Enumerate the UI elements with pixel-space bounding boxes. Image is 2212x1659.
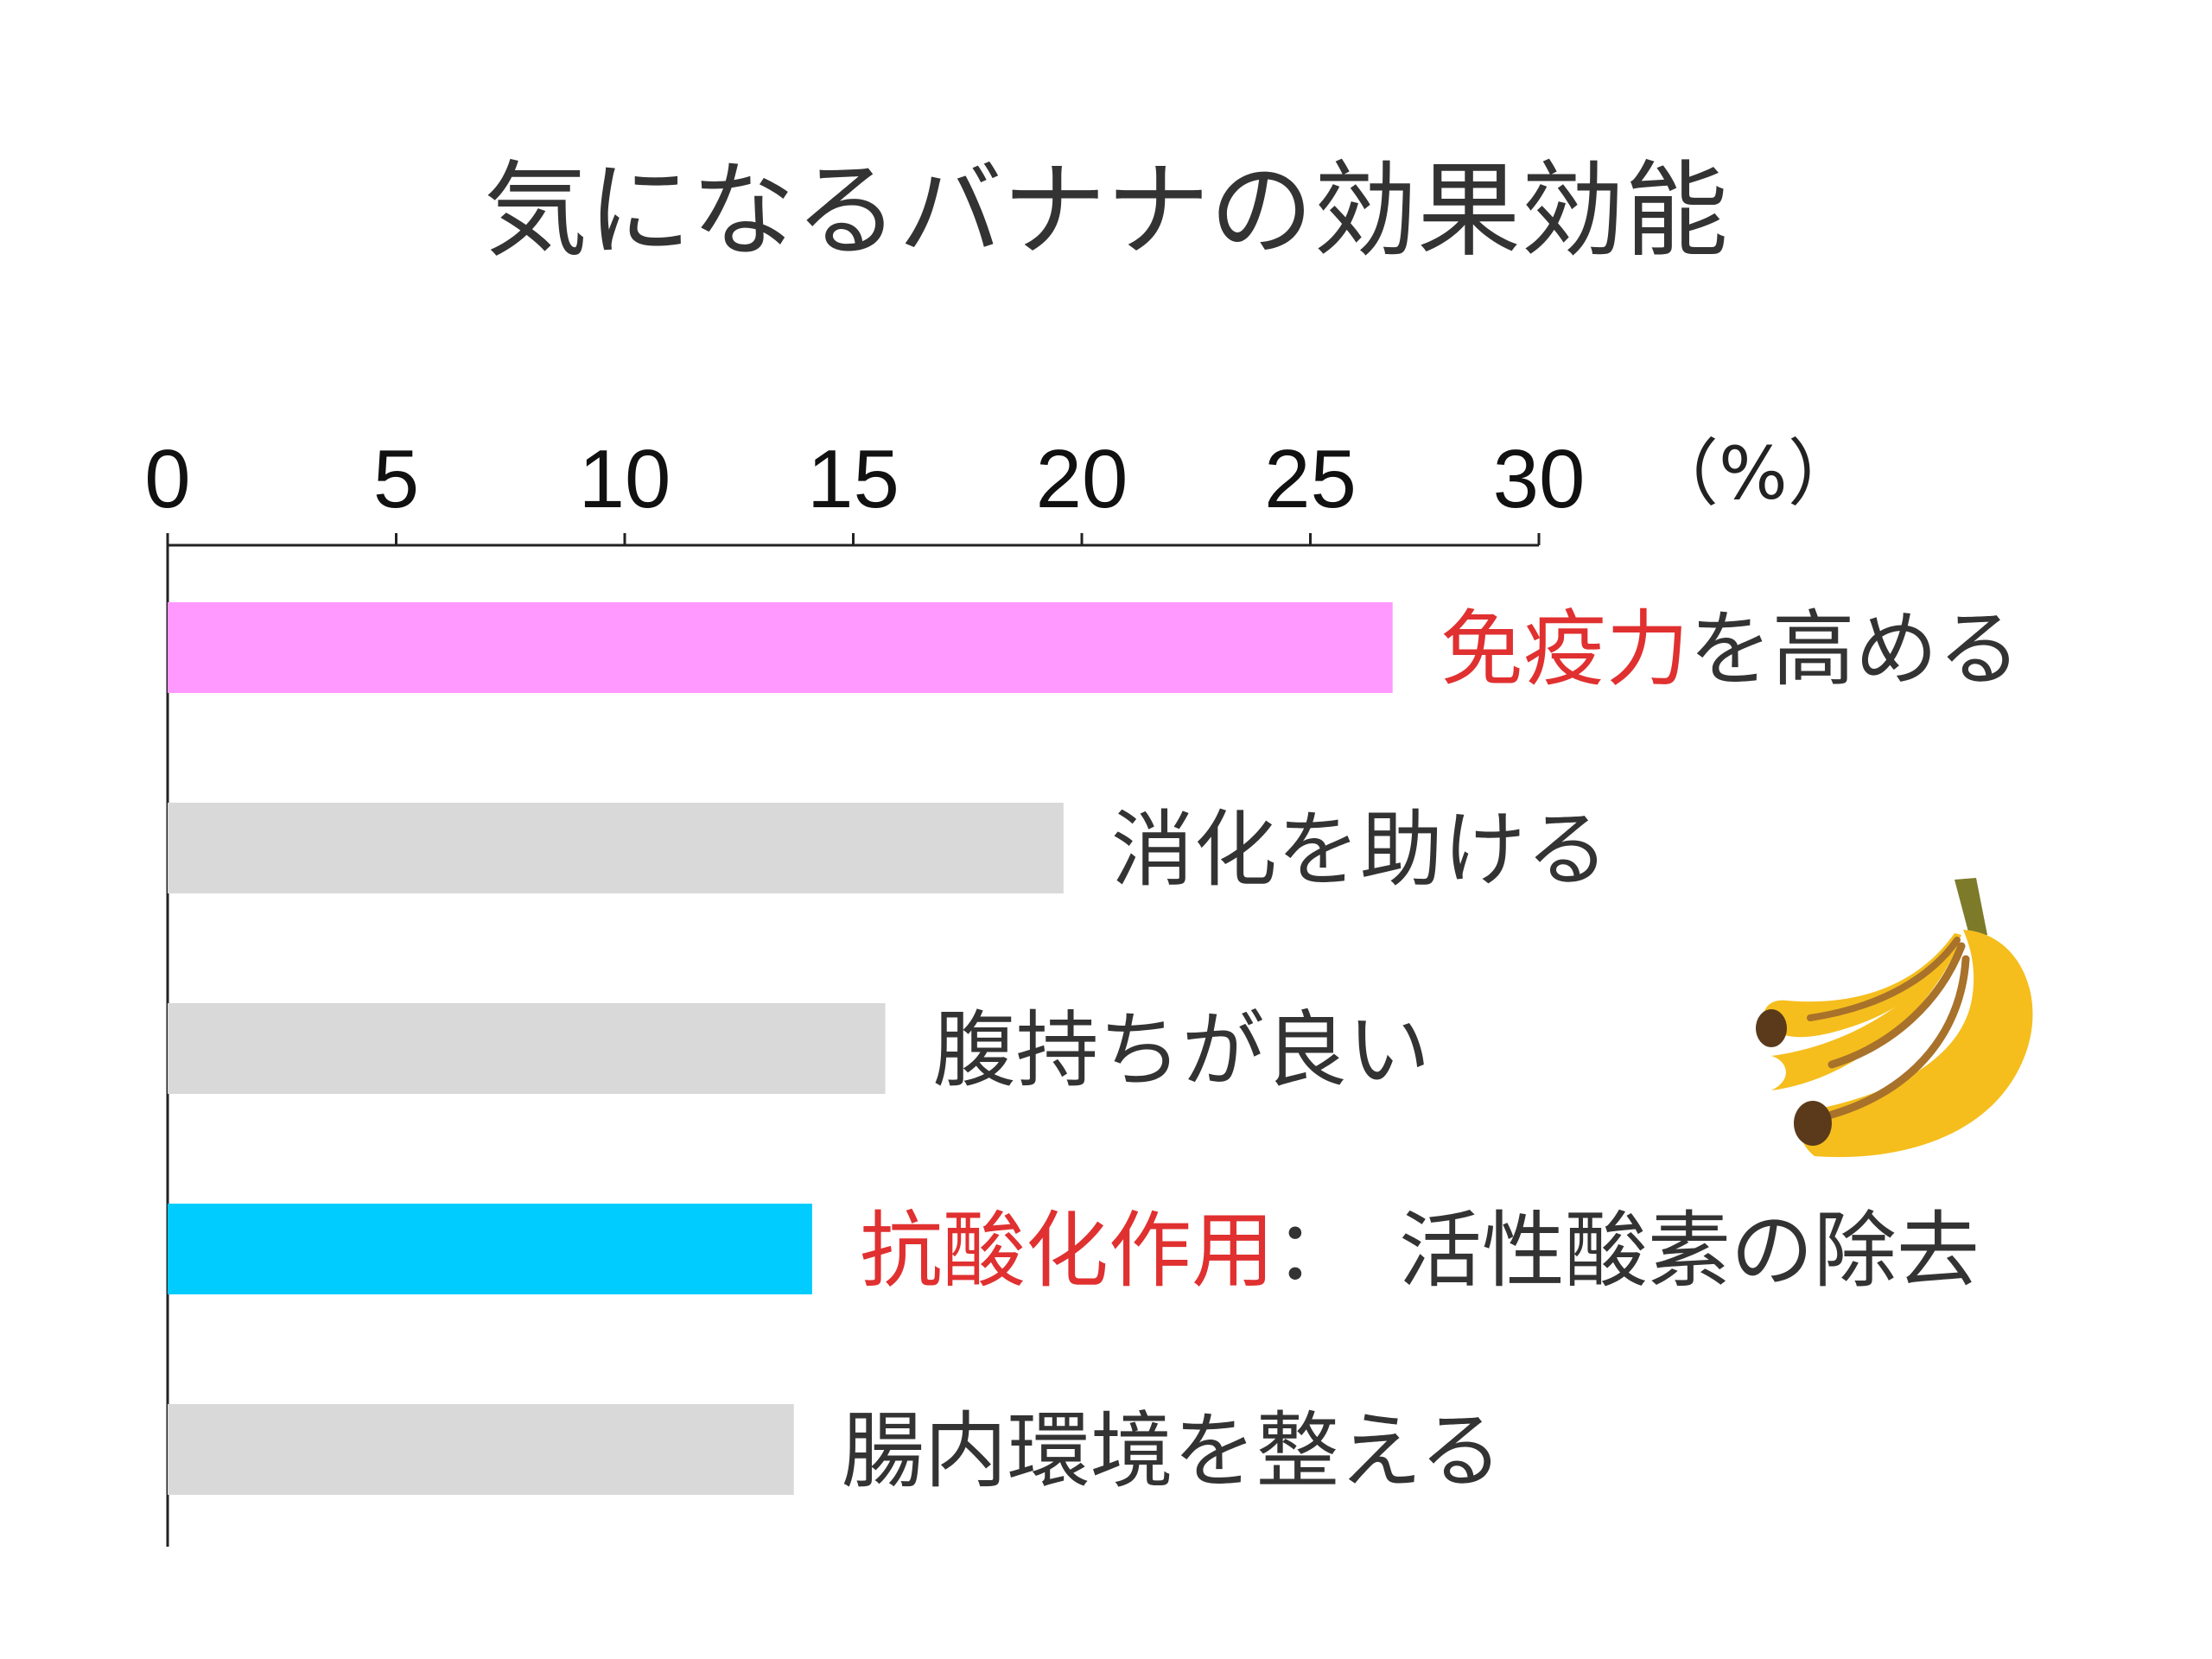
bar-label-text: 消化を助ける [1111,802,1609,899]
bars [168,602,1393,1495]
bar [168,1204,812,1294]
x-tick-label: 15 [807,433,899,525]
bar [168,1003,886,1094]
bar-label: 抗酸化作用： 活性酸素の除去 [860,1203,1980,1300]
bar-label-highlight: 免疫力 [1440,601,1689,698]
bar-label-highlight: 抗酸化作用 [860,1203,1274,1300]
bar [168,1404,794,1495]
x-tick-label: 30 [1493,433,1586,525]
bar-label-text: ： 活性酸素の除去 [1274,1203,1980,1300]
bar [168,803,1064,893]
x-tick-label: 10 [579,433,671,525]
x-tick-label: 0 [144,433,190,525]
bar-label-text: 腹持ちが良い [933,1002,1431,1099]
chart-title: 気になるバナナの効果効能 [484,151,1728,271]
bar-label: 腹持ちが良い [933,1002,1431,1099]
bar-label-text: 腸内環境を整える [842,1403,1503,1500]
x-tick-label: 20 [1036,433,1128,525]
x-axis-tickmarks [166,533,1541,545]
x-axis-ticks: 0 5 10 15 20 25 30 [144,433,1585,525]
bar-label: 免疫力を高める [1440,601,2021,698]
banana-icon [1756,878,2033,1158]
unit-label: （%） [1646,431,1860,516]
x-tick-label: 25 [1264,433,1357,525]
bar-label: 消化を助ける [1111,802,1609,899]
bar-label-text: を高める [1689,601,2021,698]
x-tick-label: 5 [373,433,419,525]
bar [168,602,1393,693]
bar-label: 腸内環境を整える [842,1403,1503,1500]
